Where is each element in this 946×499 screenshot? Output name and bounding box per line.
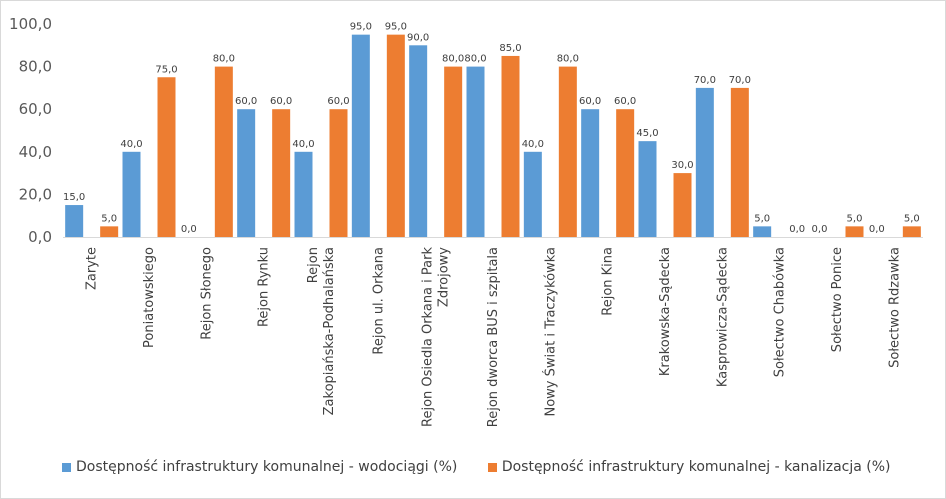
data-label: 70,0 [694,75,716,86]
bar-wodociagi [581,109,600,237]
data-label: 95,0 [350,22,372,33]
bar-kanalizacja [444,66,463,237]
bar-wodociagi [65,205,84,237]
category-label: Sołectwo Rdzawka [887,247,902,368]
legend-label-wodociagi: Dostępność infrastruktury komunalnej - w… [76,459,458,475]
data-label: 85,0 [499,43,521,54]
data-label: 0,0 [181,224,197,235]
bar-kanalizacja [214,66,233,237]
bar-wodociagi [753,226,772,237]
category-label: Rejon Kina [601,247,616,316]
bar-wodociagi [523,151,542,237]
data-label: 80,0 [464,54,486,65]
data-label: 95,0 [385,22,407,33]
bar-kanalizacja [673,173,692,237]
bar-kanalizacja [558,66,577,237]
y-tick-label: 0,0 [28,228,52,246]
data-label: 40,0 [120,139,142,150]
bars [65,34,921,238]
legend-swatch-kanalizacja [487,462,497,472]
data-label: 60,0 [327,96,349,107]
data-label: 0,0 [812,224,828,235]
data-label: 60,0 [614,96,636,107]
bar-wodociagi [409,45,428,237]
category-label: Sołectwo Chabówka [773,247,788,377]
data-label: 60,0 [579,96,601,107]
bar-kanalizacja [157,77,176,237]
data-label: 5,0 [101,213,117,224]
category-label: Rejon Słonego [199,247,214,340]
legend-label-kanalizacja: Dostępność infrastruktury komunalnej - k… [501,459,891,475]
category-label: Nowy Świat i Traczykówka [542,247,558,417]
bar-wodociagi [351,34,370,238]
y-tick-label: 40,0 [19,143,52,161]
bar-kanalizacja [100,226,119,237]
data-label: 30,0 [671,160,693,171]
data-labels: 15,0 5,0 40,0 75,0 0,0 80,0 60,0 60,0 40,0 60,0 95… [63,22,920,235]
data-label: 5,0 [847,213,863,224]
data-label: 15,0 [63,192,85,203]
data-label: 80,0 [442,54,464,65]
bar-wodociagi [695,87,714,238]
bar-kanalizacja [272,109,291,237]
bar-kanalizacja [329,109,348,237]
category-label: Rejon dworca BUS i szpitala [486,247,501,427]
category-label: Krakowska-Sądecka [658,247,673,376]
data-label: 75,0 [155,64,177,75]
bar-kanalizacja [501,55,520,238]
category-label: Rejon Osiedla Orkana i ParkZdrojowy [421,247,452,427]
category-label: Sołectwo Ponice [830,247,845,352]
y-tick-label: 100,0 [9,15,52,33]
data-label: 80,0 [213,54,235,65]
bar-wodociagi [237,109,256,237]
category-label: Rejon Rynku [257,247,272,327]
data-label: 40,0 [522,139,544,150]
data-label: 60,0 [235,96,257,107]
bar-wodociagi [466,66,485,237]
data-label: 70,0 [729,75,751,86]
data-label: 45,0 [636,128,658,139]
category-label: Rejon ul. Orkana [371,247,386,355]
data-label: 0,0 [789,224,805,235]
category-labels: Zaryte Poniatowskiego Rejon Słonego Rejon R… [85,247,903,428]
data-label: 80,0 [557,54,579,65]
legend-swatch-wodociagi [62,462,71,472]
bar-wodociagi [638,141,657,237]
data-label: 40,0 [292,139,314,150]
bar-kanalizacja [902,226,921,237]
y-tick-label: 80,0 [19,58,52,76]
bar-wodociagi [122,151,141,237]
legend-item-kanalizacja: Dostępność infrastruktury komunalnej - k… [487,459,891,475]
bar-kanalizacja [730,87,749,238]
data-label: 5,0 [904,213,920,224]
y-tick-label: 60,0 [19,100,52,118]
category-label: Zaryte [85,247,100,290]
bar-kanalizacja [616,109,635,237]
data-label: 5,0 [754,213,770,224]
legend: Dostępność infrastruktury komunalnej - w… [62,459,922,476]
legend-item-wodociagi: Dostępność infrastruktury komunalnej - w… [62,459,457,475]
category-label: Poniatowskiego [142,247,157,348]
data-label: 0,0 [869,224,885,235]
bar-wodociagi [294,151,313,237]
category-label: Kasprowicza-Sądecka [715,247,730,387]
y-axis: 0,0 20,0 40,0 60,0 80,0 100,0 [9,15,52,246]
data-label: 90,0 [407,32,429,43]
bar-kanalizacja [386,34,405,238]
y-tick-label: 20,0 [19,185,52,203]
bar-kanalizacja [845,226,864,237]
category-label: RejonZakopiańska-Podhalańska [306,247,337,415]
data-label: 60,0 [270,96,292,107]
